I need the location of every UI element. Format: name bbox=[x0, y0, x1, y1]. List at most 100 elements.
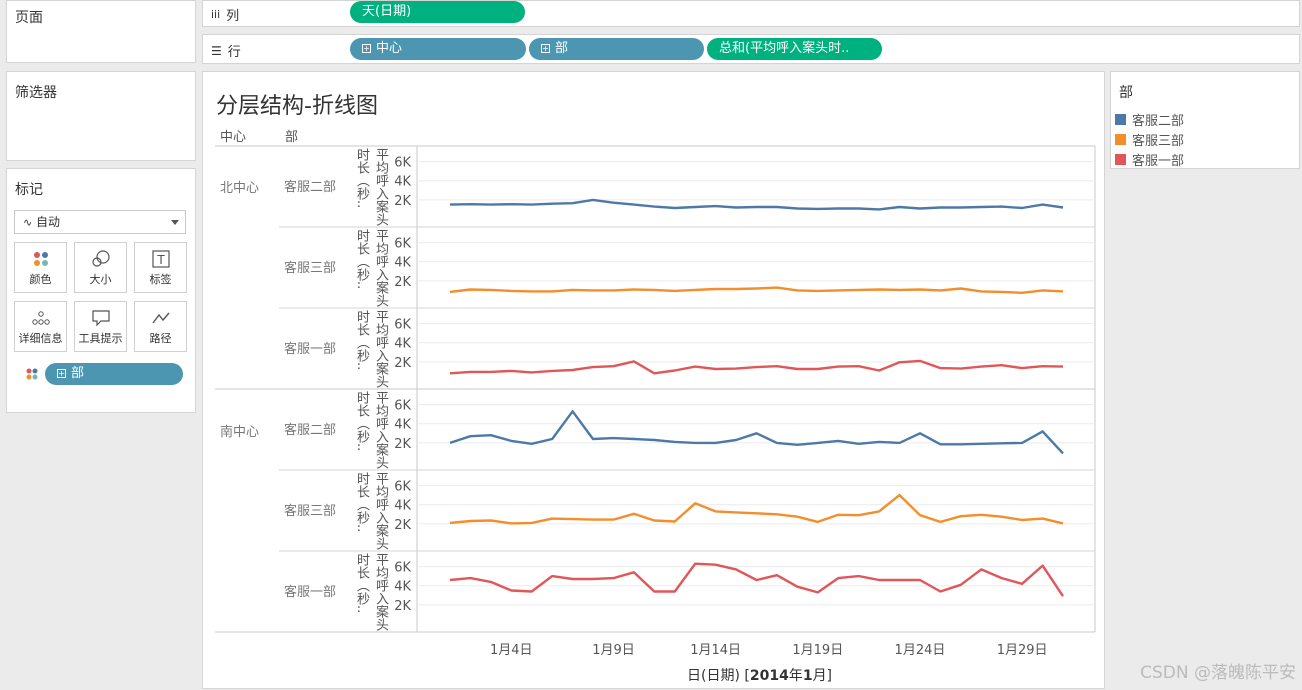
legend-item-label: 客服二部 bbox=[1132, 114, 1185, 129]
label-button[interactable]: T 标签 bbox=[134, 242, 187, 293]
label-label: 标签 bbox=[149, 273, 172, 286]
color-field-icon bbox=[25, 367, 39, 385]
x-tick-label: 1月29日 bbox=[997, 643, 1048, 658]
series-line-4 bbox=[449, 410, 1064, 455]
dept-label: 客服一部 bbox=[284, 585, 337, 600]
y-tick-label: 6K bbox=[394, 399, 411, 414]
rows-pill-center[interactable]: + 中心 bbox=[350, 38, 526, 60]
dept-label: 客服二部 bbox=[284, 180, 337, 195]
rows-shelf-label: ☰ 行 bbox=[211, 41, 241, 61]
y-tick-label: 4K bbox=[394, 256, 411, 271]
y-tick-label: 2K bbox=[394, 437, 411, 452]
y-axis-label-line1: 平均呼入案 bbox=[373, 229, 388, 294]
series-line-2 bbox=[449, 286, 1064, 294]
rows-shelf[interactable]: ☰ 行 + 中心 + 部 总和(平均呼入案头时.. bbox=[202, 34, 1300, 64]
rows-pill-measure-label: 总和(平均呼入案头时.. bbox=[719, 41, 850, 56]
size-button[interactable]: 大小 bbox=[74, 242, 127, 293]
watermark: CSDN @落魄陈平安 bbox=[1140, 663, 1296, 683]
y-axis-label-line2: 头时长（秒.. bbox=[354, 553, 388, 631]
size-icon bbox=[91, 250, 110, 267]
columns-shelf[interactable]: iii 列 天(日期) bbox=[202, 0, 1300, 27]
mark-type-dropdown[interactable]: ∿ 自动 bbox=[14, 210, 186, 234]
tooltip-button[interactable]: 工具提示 bbox=[74, 301, 127, 352]
marks-card: 标记 ∿ 自动 颜色 大小 T 标签 详细信息 bbox=[6, 168, 196, 413]
x-axis-title-prefix: 日(日期) [ bbox=[687, 668, 750, 684]
chevron-down-icon bbox=[171, 220, 179, 225]
legend-item[interactable]: 客服三部 bbox=[1115, 130, 1184, 149]
y-axis-label-line2: 头时长（秒.. bbox=[354, 472, 388, 550]
y-tick-label: 4K bbox=[394, 337, 411, 352]
y-axis-label-line1: 平均呼入案 bbox=[373, 472, 388, 537]
columns-shelf-label: iii 列 bbox=[211, 5, 239, 24]
x-tick-label: 1月24日 bbox=[895, 643, 946, 658]
svg-text:T: T bbox=[156, 253, 165, 267]
y-tick-label: 6K bbox=[394, 480, 411, 495]
legend-swatch bbox=[1115, 134, 1126, 145]
legend-item-label: 客服三部 bbox=[1132, 134, 1185, 149]
color-field-pill[interactable]: + 部 bbox=[45, 363, 183, 385]
columns-label: 列 bbox=[226, 9, 240, 24]
y-tick-label: 4K bbox=[394, 175, 411, 190]
pages-card[interactable]: 页面 bbox=[6, 0, 196, 63]
legend-item[interactable]: 客服二部 bbox=[1115, 110, 1184, 129]
color-legend[interactable]: 部 客服二部 客服三部 客服一部 bbox=[1110, 71, 1300, 169]
y-axis-label: 平均呼入案头时长（秒.. bbox=[352, 391, 390, 469]
y-tick-label: 2K bbox=[394, 194, 411, 209]
y-axis-label: 平均呼入案头时长（秒.. bbox=[352, 310, 390, 388]
path-icon bbox=[151, 312, 170, 324]
series-line-1 bbox=[449, 198, 1064, 211]
y-axis-label-line2: 头时长（秒.. bbox=[354, 148, 388, 226]
tooltip-label: 工具提示 bbox=[78, 332, 123, 345]
x-tick-label: 1月14日 bbox=[690, 643, 741, 658]
color-button[interactable]: 颜色 bbox=[14, 242, 67, 293]
dept-label: 客服三部 bbox=[284, 504, 337, 519]
rows-pill-dept-label: 部 bbox=[555, 41, 569, 56]
y-axis-label-line1: 平均呼入案 bbox=[373, 310, 388, 375]
legend-item-label: 客服一部 bbox=[1132, 154, 1185, 169]
sheet-title: 分层结构-折线图 bbox=[216, 94, 378, 119]
y-tick-label: 6K bbox=[394, 561, 411, 576]
filters-card[interactable]: 筛选器 bbox=[6, 71, 196, 161]
color-field-label: 部 bbox=[71, 366, 85, 381]
header-center: 中心 bbox=[220, 130, 247, 145]
pages-title: 页面 bbox=[15, 10, 43, 26]
y-tick-label: 6K bbox=[394, 237, 411, 252]
x-tick-label: 1月4日 bbox=[490, 643, 533, 658]
y-axis-label-line1: 平均呼入案 bbox=[373, 391, 388, 456]
y-axis-label-line2: 头时长（秒.. bbox=[354, 229, 388, 307]
x-axis-title-suffix: 月] bbox=[812, 668, 833, 684]
header-dept: 部 bbox=[285, 130, 299, 145]
y-tick-label: 2K bbox=[394, 518, 411, 533]
tooltip-icon bbox=[91, 310, 110, 327]
y-axis-label-line1: 平均呼入案 bbox=[373, 148, 388, 213]
dept-label: 客服一部 bbox=[284, 342, 337, 357]
columns-pill-day[interactable]: 天(日期) bbox=[350, 1, 525, 23]
x-tick-label: 1月19日 bbox=[792, 643, 843, 658]
legend-item[interactable]: 客服一部 bbox=[1115, 150, 1184, 169]
y-axis-label: 平均呼入案头时长（秒.. bbox=[352, 148, 390, 226]
detail-icon bbox=[31, 311, 50, 325]
path-button[interactable]: 路径 bbox=[134, 301, 187, 352]
rows-pill-dept[interactable]: + 部 bbox=[529, 38, 704, 60]
x-tick-label: 1月9日 bbox=[592, 643, 635, 658]
rows-pill-measure[interactable]: 总和(平均呼入案头时.. bbox=[707, 38, 882, 60]
columns-icon: iii bbox=[211, 8, 221, 21]
expand-icon: + bbox=[57, 369, 66, 378]
rows-label: 行 bbox=[227, 45, 241, 60]
center-label-north: 北中心 bbox=[220, 181, 260, 196]
y-axis-label: 平均呼入案头时长（秒.. bbox=[352, 229, 390, 307]
x-axis-title: 日(日期) [2014年1月] bbox=[687, 665, 832, 685]
text-label-icon: T bbox=[151, 250, 170, 268]
x-axis-title-month: 1 bbox=[802, 668, 813, 684]
x-axis-title-year: 2014 bbox=[749, 668, 789, 684]
y-tick-label: 2K bbox=[394, 356, 411, 371]
columns-pill-label: 天(日期) bbox=[362, 4, 412, 19]
mark-type-value: 自动 bbox=[36, 215, 61, 229]
color-label: 颜色 bbox=[29, 273, 52, 286]
y-tick-label: 2K bbox=[394, 275, 411, 290]
y-axis-label: 平均呼入案头时长（秒.. bbox=[352, 472, 390, 550]
center-label-south: 南中心 bbox=[220, 425, 260, 440]
worksheet: 分层结构-折线图 中心 部 北中心 南中心 客服二部 平均呼入案头时长（秒.. 客服… bbox=[202, 71, 1105, 689]
rows-icon: ☰ bbox=[211, 43, 222, 58]
detail-button[interactable]: 详细信息 bbox=[14, 301, 67, 352]
